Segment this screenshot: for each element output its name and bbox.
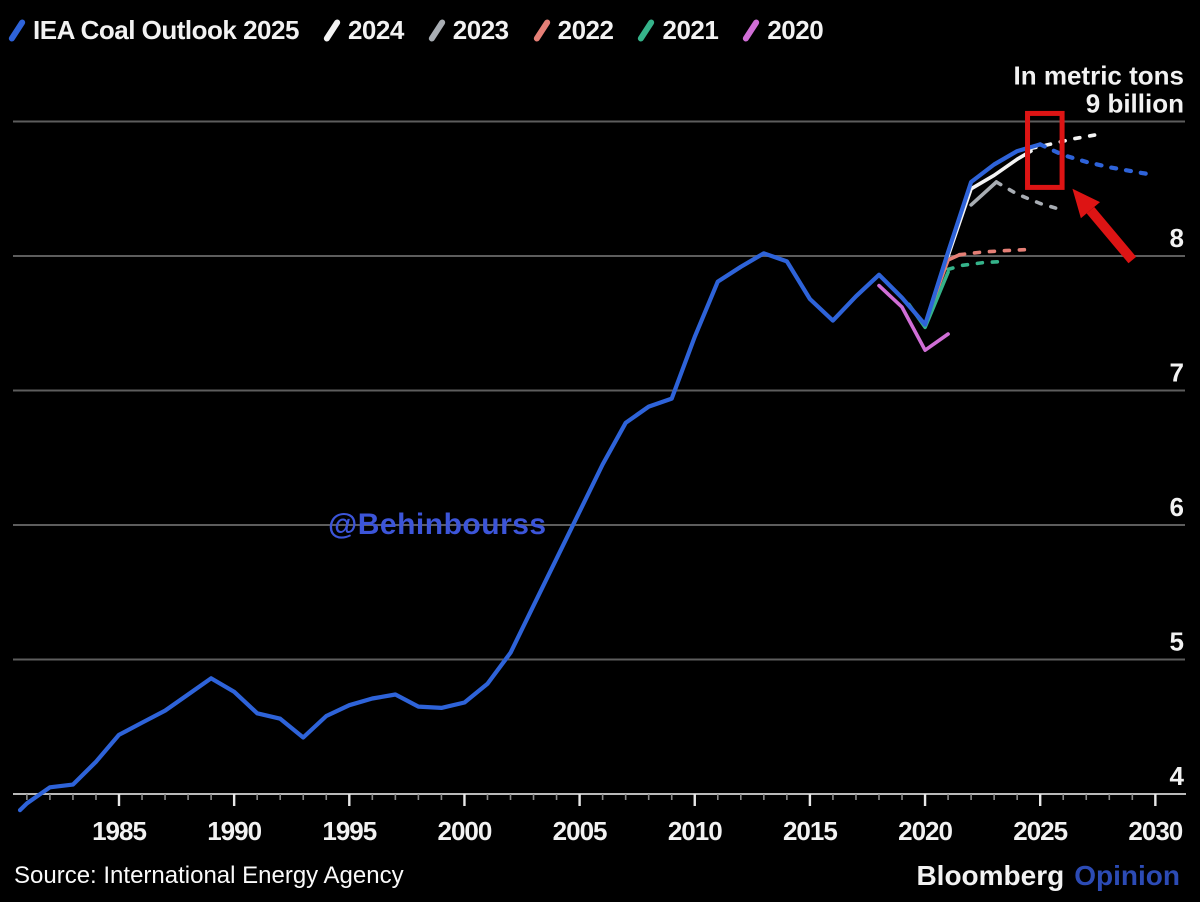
x-tick-label-2000: 2000: [438, 816, 492, 846]
legend-item-label: 2020: [767, 14, 824, 45]
annotation-arrow-head: [1072, 188, 1101, 219]
legend-item-label: 2023: [452, 14, 509, 45]
x-tick-label-1990: 1990: [207, 816, 261, 846]
y-axis-unit-note: In metric tons: [1014, 61, 1184, 91]
legend-item-label: 2022: [557, 14, 614, 45]
y-tick-label-4: 4: [1170, 761, 1185, 791]
x-tick-label-2010: 2010: [668, 816, 722, 846]
legend-item-label: 2024: [347, 14, 404, 45]
x-tick-label-1985: 1985: [92, 816, 146, 846]
series-outlook-2022-dashed: [957, 247, 1033, 257]
series-outlook-2020-solid: [877, 283, 950, 353]
watermark: @Behinbourss: [328, 508, 547, 541]
annotation-arrow-shaft: [1086, 206, 1137, 264]
series-iea-coal-outlook-2025-dashed: [1038, 142, 1158, 178]
brand-bloomberg: Bloomberg: [916, 860, 1065, 891]
y-tick-label-8: 8: [1170, 223, 1184, 253]
legend-item-label: IEA Coal Outlook 2025: [33, 14, 299, 45]
legend-item-outlook-2021: 2021: [637, 14, 719, 46]
x-tick-label-1995: 1995: [322, 816, 376, 846]
y-tick-label-6: 6: [1170, 492, 1184, 522]
footer: Source: International Energy Agency Bloo…: [0, 858, 1200, 902]
legend: IEA Coal Outlook 2025 2024 2023 2022 2021 202…: [7, 12, 824, 48]
highlight-box: [1025, 110, 1065, 190]
x-tick-label-2015: 2015: [783, 816, 837, 846]
series-outlook-2023-dashed: [994, 180, 1065, 213]
series-outlook-2021-dashed: [946, 259, 1006, 272]
legend-item-outlook-2020: 2020: [742, 14, 824, 46]
source-note: Source: International Energy Agency: [14, 862, 404, 889]
legend-item-outlook-2022: 2022: [532, 14, 614, 46]
y-tick-label-7: 7: [1170, 358, 1184, 388]
legend-item-outlook-2024: 2024: [322, 14, 404, 46]
x-tick-label-2020: 2020: [898, 816, 952, 846]
brand-opinion: Opinion: [1074, 860, 1180, 891]
legend-item-iea-coal-outlook-2025: IEA Coal Outlook 2025: [7, 14, 299, 46]
series-outlook-2023-solid: [969, 180, 999, 207]
x-tick-label-2025: 2025: [1013, 816, 1067, 846]
x-tick-label-2005: 2005: [553, 816, 607, 846]
x-tick-label-2030: 2030: [1128, 816, 1182, 846]
series-iea-coal-outlook-2025-solid: [17, 142, 1043, 813]
y-tick-label-5: 5: [1170, 627, 1184, 657]
legend-item-outlook-2023: 2023: [427, 14, 509, 46]
legend-item-label: 2021: [662, 14, 719, 45]
brand-logo: Bloomberg Opinion: [916, 860, 1180, 892]
y-tick-label-9: 9 billion: [1086, 89, 1184, 119]
